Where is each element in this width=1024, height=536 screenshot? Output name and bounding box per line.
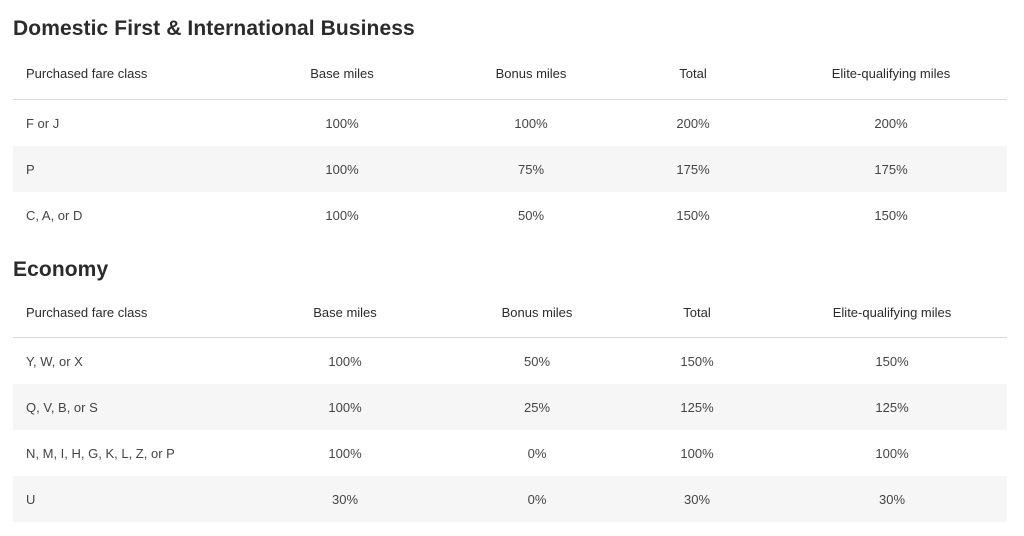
header-total: Total xyxy=(617,287,777,338)
table-header-row: Purchased fare class Base miles Bonus mi… xyxy=(13,287,1007,338)
table-row: P 100% 75% 175% 175% xyxy=(13,146,1007,192)
cell-elite-miles: 150% xyxy=(875,353,909,369)
cell-total: 125% xyxy=(617,384,777,430)
header-bonus-miles: Bonus miles xyxy=(451,48,611,100)
cell-fare-class: N, M, I, H, G, K, L, Z, or P xyxy=(26,445,175,461)
cell-base-miles: 100% xyxy=(325,207,359,223)
cell-base-miles: 100% xyxy=(328,445,362,461)
cell-elite-miles: 125% xyxy=(777,384,1007,430)
header-base-miles: Base miles xyxy=(233,48,451,100)
header-fare-class: Purchased fare class xyxy=(13,48,233,100)
cell-base-miles: 100% xyxy=(233,146,451,192)
cell-bonus-miles: 100% xyxy=(514,115,548,131)
header-base-miles: Base miles xyxy=(233,287,457,338)
cell-total: 30% xyxy=(617,476,777,522)
cell-total: 100% xyxy=(680,445,714,461)
header-bonus-miles: Bonus miles xyxy=(457,287,617,338)
cell-bonus-miles: 75% xyxy=(451,146,611,192)
header-elite-miles: Elite-qualifying miles xyxy=(777,287,1007,338)
cell-elite-miles: 200% xyxy=(874,115,908,131)
header-total: Total xyxy=(611,48,775,100)
cell-fare-class: C, A, or D xyxy=(26,207,83,223)
cell-base-miles: 100% xyxy=(325,115,359,131)
cell-elite-miles: 100% xyxy=(875,445,909,461)
cell-bonus-miles: 50% xyxy=(523,353,551,369)
cell-fare-class: F or J xyxy=(26,115,60,131)
cell-bonus-miles: 25% xyxy=(457,384,617,430)
table-row: U 30% 0% 30% 30% xyxy=(13,476,1007,522)
cell-fare-class: Y, W, or X xyxy=(26,353,83,369)
premium-fare-section: Domestic First & International Business … xyxy=(13,14,1007,238)
table-row: C, A, or D 100% 50% 150% 150% xyxy=(13,192,1007,238)
cell-bonus-miles: 0% xyxy=(457,476,617,522)
economy-fare-section: Economy Purchased fare class Base miles … xyxy=(13,255,1007,522)
cell-total: 150% xyxy=(676,207,710,223)
cell-elite-miles: 30% xyxy=(777,476,1007,522)
cell-fare-class: P xyxy=(13,146,233,192)
cell-total: 150% xyxy=(680,353,714,369)
cell-fare-class: U xyxy=(13,476,233,522)
header-elite-miles: Elite-qualifying miles xyxy=(775,48,1007,100)
cell-base-miles: 100% xyxy=(328,353,362,369)
cell-elite-miles: 150% xyxy=(874,207,908,223)
cell-total: 175% xyxy=(611,146,775,192)
premium-fare-table: Purchased fare class Base miles Bonus mi… xyxy=(13,48,1007,238)
section-title: Economy xyxy=(13,258,109,281)
section-title: Domestic First & International Business xyxy=(13,17,415,40)
economy-fare-table: Purchased fare class Base miles Bonus mi… xyxy=(13,287,1007,522)
cell-bonus-miles: 50% xyxy=(517,207,545,223)
header-fare-class: Purchased fare class xyxy=(13,287,233,338)
table-row: F or J 100% 100% 200% 200% xyxy=(13,100,1007,147)
cell-base-miles: 100% xyxy=(233,384,457,430)
cell-fare-class: Q, V, B, or S xyxy=(13,384,233,430)
cell-bonus-miles: 0% xyxy=(527,445,547,461)
cell-base-miles: 30% xyxy=(233,476,457,522)
table-row: Q, V, B, or S 100% 25% 125% 125% xyxy=(13,384,1007,430)
cell-total: 200% xyxy=(676,115,710,131)
table-header-row: Purchased fare class Base miles Bonus mi… xyxy=(13,48,1007,100)
table-row: Y, W, or X 100% 50% 150% 150% xyxy=(13,338,1007,385)
table-row: N, M, I, H, G, K, L, Z, or P 100% 0% 100… xyxy=(13,430,1007,476)
cell-elite-miles: 175% xyxy=(775,146,1007,192)
